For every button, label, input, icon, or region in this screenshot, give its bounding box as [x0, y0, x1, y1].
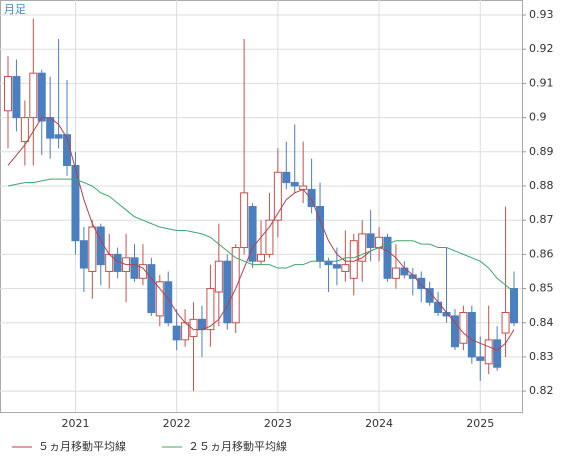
candle-body	[450, 315, 459, 348]
plot-area	[0, 0, 523, 413]
candle-body	[400, 267, 409, 276]
candle-body	[231, 247, 240, 324]
candle-body	[214, 260, 223, 293]
candle-body	[366, 233, 375, 249]
candle-body	[332, 264, 341, 269]
candle-body	[172, 325, 181, 341]
x-tick-label: 2021	[61, 417, 89, 430]
candle-body	[197, 318, 206, 331]
y-tick-label: 0.87	[529, 213, 554, 226]
candle-body	[96, 226, 105, 266]
candle-body	[324, 260, 333, 266]
legend-label: ２５ヵ月移動平均線	[188, 439, 287, 453]
y-tick-label: 0.93	[529, 8, 554, 21]
y-tick-label: 0.85	[529, 282, 554, 295]
candle-body	[130, 257, 139, 279]
y-tick-label: 0.86	[529, 247, 554, 260]
candle-body	[265, 219, 274, 255]
candle-body	[434, 301, 443, 314]
candle-body	[510, 288, 518, 324]
x-tick-label: 2022	[163, 417, 191, 430]
candle-body	[282, 171, 291, 184]
ma-line	[7, 117, 515, 351]
candle-body	[425, 288, 434, 303]
y-tick-label: 0.82	[529, 384, 554, 397]
x-tick-label: 2024	[365, 417, 393, 430]
candle-body	[4, 76, 12, 112]
y-tick-label: 0.92	[529, 42, 554, 55]
candle-body	[307, 188, 316, 208]
candle-body	[88, 226, 97, 272]
candle-body	[20, 117, 29, 143]
y-tick-label: 0.9	[529, 111, 547, 124]
candle-body	[37, 72, 46, 122]
y-tick-label: 0.91	[529, 76, 554, 89]
candle-body	[273, 171, 282, 221]
y-tick-label: 0.88	[529, 179, 554, 192]
candle-body	[358, 233, 367, 262]
candle-body	[290, 182, 299, 187]
candle-body	[54, 134, 63, 139]
candle-body	[476, 356, 485, 361]
legend-label: ５ヵ月移動平均線	[38, 439, 126, 453]
candle-body	[349, 240, 358, 279]
candle-body	[459, 312, 468, 344]
candle-body	[71, 164, 80, 242]
ma-line	[7, 178, 515, 293]
chart-label: 月足	[4, 3, 26, 16]
candle-body	[417, 277, 426, 290]
candle-body	[501, 312, 510, 334]
x-tick-label: 2025	[466, 417, 494, 430]
candle-body	[113, 253, 122, 272]
x-tick-label: 2023	[264, 417, 292, 430]
candle-body	[375, 236, 384, 249]
candle-body	[155, 281, 164, 317]
candle-body	[29, 72, 38, 119]
candle-body	[164, 281, 173, 324]
candle-body	[138, 264, 147, 279]
candle-body	[206, 288, 215, 331]
candle-body	[467, 312, 476, 358]
candle-body	[46, 117, 55, 139]
candle-body	[257, 253, 265, 262]
candle-body	[341, 264, 350, 272]
candle-body	[79, 240, 88, 269]
candle-body	[147, 264, 156, 314]
candle-body	[493, 339, 502, 368]
candle-body	[223, 260, 232, 324]
y-tick-label: 0.83	[529, 350, 554, 363]
candle-body	[248, 206, 257, 262]
candle-body	[240, 192, 249, 249]
candle-body	[189, 318, 198, 337]
candle-body	[12, 76, 21, 119]
candle-body	[484, 339, 493, 365]
y-tick-label: 0.84	[529, 316, 554, 329]
candle-body	[383, 236, 392, 279]
y-tick-label: 0.89	[529, 145, 554, 158]
candle-body	[391, 267, 400, 279]
